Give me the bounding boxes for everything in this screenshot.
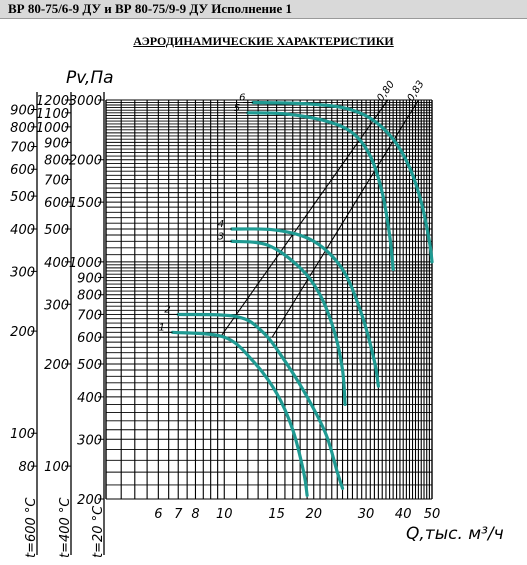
y-tick-label: 100 <box>10 427 35 442</box>
chart-grid <box>105 99 433 500</box>
fan-curve-6 <box>251 100 434 264</box>
y-tick-label: 600 <box>10 163 35 178</box>
y-tick-label: 800 <box>44 154 69 169</box>
curve-number-label: 2 <box>164 304 170 315</box>
curve-number-label: 6 <box>239 92 245 103</box>
y-tick-label: 200 <box>10 325 35 340</box>
fan-curve-1 <box>170 330 309 497</box>
y-tick-label: 400 <box>10 223 35 238</box>
y-tick-label: 800 <box>10 121 35 136</box>
y-tick-label: 1000 <box>36 121 69 136</box>
y-tick-label: 500 <box>10 190 35 205</box>
y-tick-label: 300 <box>44 298 69 313</box>
y-tick-label: 600 <box>77 331 102 346</box>
y-tick-label: 1000 <box>69 256 102 271</box>
x-tick-label: 50 <box>424 507 441 522</box>
y-tick-label: 700 <box>10 141 35 156</box>
y-tick-label: 400 <box>77 391 102 406</box>
fan-curve-3 <box>230 239 347 407</box>
y-tick-label: 300 <box>77 433 102 448</box>
fan-curve-2 <box>176 312 345 490</box>
x-axis-title: Q,тыс. м³/ч <box>406 524 504 544</box>
fan-curves <box>162 100 434 497</box>
y-tick-label: 500 <box>44 223 69 238</box>
y-tick-label: 900 <box>10 104 35 119</box>
x-tick-label: 7 <box>174 507 183 522</box>
y-tick-label: 200 <box>77 493 102 508</box>
y-tick-label: 900 <box>77 271 102 286</box>
y-tick-label: 2000 <box>69 154 102 169</box>
x-tick-label: 8 <box>191 507 199 522</box>
y-tick-label: 400 <box>44 256 69 271</box>
y-tick-label: 100 <box>44 460 69 475</box>
page-header-title: ВР 80-75/6-9 ДУ и ВР 80-75/9-9 ДУ Исполн… <box>8 1 293 16</box>
x-tick-label: 20 <box>305 507 322 522</box>
curve-number-label: 3 <box>218 231 224 242</box>
y-tick-label: 1200 <box>36 94 69 109</box>
fan-curve-4 <box>230 227 380 388</box>
chart-title: АЭРОДИНАМИЧЕСКИЕ ХАРАКТЕРИСТИКИ <box>133 34 394 48</box>
curve-number-label: 1 <box>159 322 165 333</box>
y-tick-label: 300 <box>10 265 35 280</box>
y-tick-label: 700 <box>44 173 69 188</box>
curve-number-label: 5 <box>234 103 240 114</box>
y-tick-label: 700 <box>77 308 102 323</box>
y-tick-label: 600 <box>44 196 69 211</box>
y-tick-label: 200 <box>44 358 69 373</box>
y-tick-label: 1100 <box>36 107 69 122</box>
y-tick-label: 500 <box>77 358 102 373</box>
axis-temperature-label: t=600 °C <box>24 497 39 558</box>
x-tick-label: 15 <box>268 507 285 522</box>
y-tick-label: 3000 <box>69 94 102 109</box>
axis-temperature-label: t=400 °C <box>58 497 73 558</box>
curve-number-label: 4 <box>218 219 224 230</box>
chart-axes: 6 7 8 10 15 20 30 40 50Q,тыс. м³/чPv,Па200300400… <box>10 68 504 558</box>
y-tick-label: 900 <box>44 136 69 151</box>
x-tick-label: 10 <box>216 507 233 522</box>
y-tick-label: 800 <box>77 289 102 304</box>
x-tick-label: 40 <box>395 507 412 522</box>
axis-temperature-label: t=20 °C <box>91 505 106 558</box>
y-tick-label: 80 <box>18 460 35 475</box>
header-bar <box>0 0 527 19</box>
y-axis-title: Pv,Па <box>66 68 114 88</box>
fan-curve-5 <box>246 111 395 272</box>
x-tick-label: 30 <box>358 507 375 522</box>
y-tick-label: 1500 <box>69 196 102 211</box>
x-tick-label: 6 <box>154 507 162 522</box>
